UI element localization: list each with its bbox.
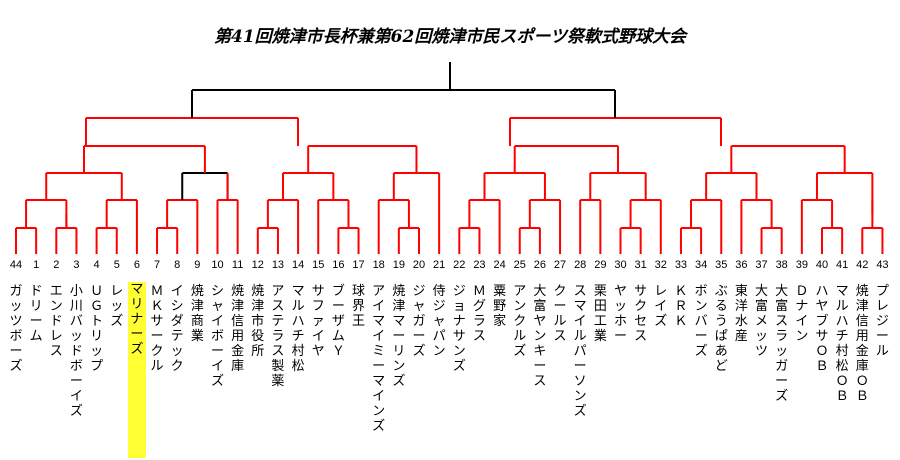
- seed-number: 32: [654, 259, 667, 271]
- seed-number: 4: [93, 259, 100, 271]
- seed-number: 26: [533, 259, 547, 271]
- seed-number: 41: [836, 259, 849, 271]
- team-name: ハヤブサＯＢ: [815, 284, 829, 374]
- seed-number: 9: [194, 259, 201, 271]
- team-name: マルハチ村松ＯＢ: [835, 284, 849, 404]
- team-name: 小川バッドボーイズ: [69, 284, 83, 419]
- seed-number: 36: [735, 259, 748, 271]
- team-name: 大富スラッガーズ: [775, 284, 789, 404]
- seed-number: 31: [634, 259, 647, 271]
- team-name: アステラス製薬: [271, 284, 285, 389]
- team-name: イシダテック: [170, 284, 184, 374]
- team-name: マルハチ村松: [291, 284, 305, 374]
- team-name: 焼津商業: [190, 284, 204, 344]
- team-name: 焼津マーリンズ: [392, 284, 406, 389]
- team-name: ボンバーズ: [694, 284, 708, 359]
- seed-number: 24: [493, 259, 506, 271]
- seed-number: 11: [231, 259, 244, 271]
- team-name: Ｍグラス: [472, 284, 486, 344]
- team-name: スマイルパーソンズ: [573, 284, 587, 419]
- team-name: 大富ヤンキース: [533, 284, 547, 389]
- seed-number: 39: [795, 259, 808, 271]
- seed-number: 13: [271, 259, 285, 271]
- seed-number: 25: [513, 259, 526, 271]
- team-name: 侍ジャパン: [432, 284, 446, 359]
- seed-number: 42: [856, 259, 869, 271]
- team-name: 粟野家: [493, 284, 507, 329]
- seed-number: 10: [211, 259, 224, 271]
- seed-number: 17: [352, 259, 365, 271]
- team-name-highlighted: マリナーズ: [127, 282, 146, 458]
- team-name: ＭＫサークル: [150, 284, 164, 374]
- seed-number: 14: [291, 259, 305, 271]
- team-name: アイマイミーマインズ: [372, 284, 386, 434]
- team-name: ドリーム: [29, 284, 43, 344]
- team-name: ＫＲＫ: [674, 284, 688, 329]
- team-name: レッズ: [110, 284, 124, 329]
- team-name: レイズ: [654, 284, 668, 329]
- seed-number: 23: [473, 259, 486, 271]
- seed-number: 44: [9, 259, 23, 271]
- seed-number: 21: [433, 259, 446, 271]
- team-name: 球界王: [352, 284, 366, 329]
- team-name: シャイボーイズ: [210, 284, 224, 389]
- team-name: サファイヤ: [311, 284, 325, 359]
- team-name: 焼津信用金庫ＯＢ: [855, 284, 869, 404]
- team-name: ジョナサンズ: [452, 284, 466, 374]
- team-name: プレジール: [875, 284, 889, 359]
- seed-number: 8: [174, 259, 181, 271]
- seed-number: 38: [775, 259, 788, 271]
- seed-number: 29: [594, 259, 607, 271]
- seed-number: 19: [392, 259, 405, 271]
- team-name: ＵＧトリップ: [90, 284, 104, 374]
- team-name: ぶるうぱあど: [714, 284, 728, 374]
- seed-number: 40: [815, 259, 829, 271]
- seed-number: 33: [674, 259, 688, 271]
- seed-number: 37: [755, 259, 768, 271]
- seed-number: 22: [453, 259, 466, 271]
- team-name: クールス: [553, 284, 567, 344]
- seed-number: 20: [412, 259, 426, 271]
- seed-number: 3: [73, 259, 80, 271]
- team-name: 大富メッツ: [755, 284, 769, 359]
- seed-number: 28: [574, 259, 587, 271]
- seed-number: 15: [312, 259, 325, 271]
- seed-number: 6: [133, 259, 140, 271]
- seed-number: 16: [332, 259, 345, 271]
- seed-number: 18: [372, 259, 385, 271]
- team-name: ジャガーズ: [412, 284, 426, 359]
- seed-number: 27: [553, 259, 567, 271]
- team-name: 東洋水産: [734, 284, 748, 344]
- seed-number: 5: [113, 259, 120, 271]
- team-name: 焼津信用金庫: [231, 284, 245, 374]
- team-name: ブーザムＹ: [331, 284, 345, 359]
- seed-number: 35: [715, 259, 728, 271]
- seed-number: 2: [53, 259, 60, 271]
- team-name: エンドレス: [49, 284, 63, 359]
- seed-number: 7: [153, 259, 161, 271]
- seed-number: 1: [33, 259, 40, 271]
- team-name: アンクルズ: [513, 284, 527, 359]
- seed-number: 30: [614, 259, 627, 271]
- tournament-bracket: [15, 62, 884, 254]
- team-name: 栗田工業: [593, 284, 607, 344]
- team-name: ヤッホー: [613, 284, 627, 344]
- seed-number: 43: [876, 259, 889, 271]
- page-title: 第41回焼津市長杯兼第62回焼津市民スポーツ祭軟式野球大会: [214, 27, 686, 47]
- team-name: サクセス: [634, 284, 648, 344]
- team-name: 焼津市役所: [251, 284, 265, 359]
- seed-number: 34: [694, 259, 708, 271]
- team-name: Ｄナイン: [795, 284, 809, 344]
- seed-number: 12: [251, 259, 264, 271]
- team-name: ガッツボーズ: [9, 284, 23, 374]
